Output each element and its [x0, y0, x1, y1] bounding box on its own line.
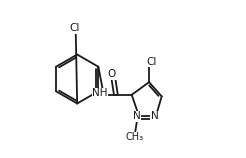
Text: Cl: Cl: [70, 23, 80, 33]
Text: O: O: [108, 69, 116, 79]
Text: Cl: Cl: [146, 57, 157, 67]
Text: N: N: [133, 111, 141, 122]
Text: N: N: [151, 111, 158, 122]
Text: CH₃: CH₃: [126, 132, 144, 143]
Text: NH: NH: [92, 88, 108, 98]
